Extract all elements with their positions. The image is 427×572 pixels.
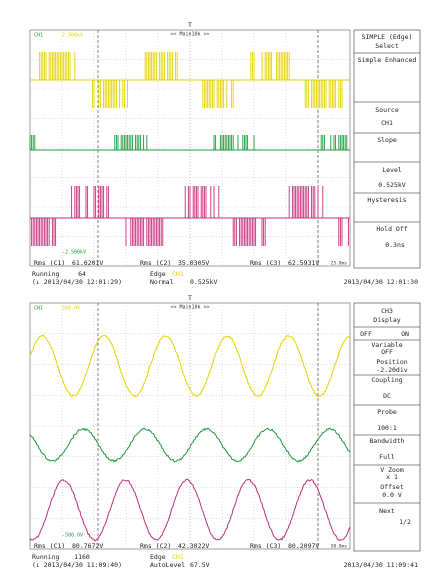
menu-item: Coupling [371,376,402,384]
menu-item: CH1 [381,119,393,127]
trigger-time: (↓ 2013/04/30 12:01:29) [32,278,122,286]
measurement-label: Rms (C1) [34,259,65,267]
channel-label: CH1 [34,33,43,39]
measurement-value: 61.6201V [72,259,103,267]
menu-item: Display [373,316,400,324]
menu-item: Slope [377,136,397,144]
trigger-marker: T [188,21,192,29]
measurement-label: Rms (C1) [34,542,65,550]
trigger-time: (↓ 2013/04/30 11:09:40) [32,561,122,569]
menu-item: Select [375,42,399,50]
run-state: Running [32,553,59,561]
menu-item: Offset [380,483,404,491]
menu-item: Level [382,166,402,174]
menu-item: 0.0 V [382,491,402,499]
menu-item: CH3 [381,307,393,315]
menu-item: SIMPLE (Edge) [362,33,413,41]
scale-bottom: -500.0V [62,533,83,539]
measurement-value: 42.3022V [178,542,209,550]
menu-item: Bandwidth [369,437,404,445]
measurement-label: Rms (C3) [250,259,281,267]
trigger-mode: Normal [150,278,174,286]
menu-item: 0.3ns [385,241,405,249]
measurement-label: Rms (C2) [140,259,171,267]
measurement-value: 62.5931V [288,259,319,267]
timebase: 25.0ms [331,261,348,267]
menu-item: Hold Off [376,225,407,233]
menu-item: Hysteresis [367,196,406,204]
scale-top: 2.500kV [62,33,83,39]
trigger-mode: AutoLevel [150,561,185,569]
count: 1160 [74,553,90,561]
measurement-value: 80.7672V [72,542,103,550]
menu-item: Next [379,507,395,515]
channel-label: CH1 [34,306,43,312]
run-state: Running [32,270,59,278]
timestamp: 2013/04/30 12:01:30 [344,278,418,286]
trigger-source: CH1 [172,270,184,278]
trigger-marker: T [188,294,192,302]
measurement-value: 80.2097V [288,542,319,550]
menu-item: ON [401,330,409,338]
menu-item: -2.20div [376,366,407,374]
menu-item: DC [383,392,391,400]
count: 64 [78,270,86,278]
menu-item: Simple Enhanced [358,56,417,64]
menu-item: OFF [360,330,372,338]
measurement-label: Rms (C2) [140,542,171,550]
menu-item: 100:1 [377,424,397,432]
scale-top: 500.0V [62,306,80,312]
scale-bottom: -2.500kV [62,250,86,256]
menu-item: Source [375,106,399,114]
trigger-type: Edge [150,553,166,561]
header: << Main10k >> [170,305,209,311]
measurement-label: Rms (C3) [250,542,281,550]
trigger-type: Edge [150,270,166,278]
timestamp: 2013/04/30 11:09:41 [344,561,418,569]
scope-screenshot: T << Main10k >> CH1 2.500kV -2.500kV 25.0ms Rm… [0,0,427,572]
trigger-source: CH1 [172,553,184,561]
measurement-value: 35.0305V [178,259,209,267]
menu-item: x 1 [386,473,398,481]
header: << Main10k >> [170,32,209,38]
menu-item: Position [376,358,407,366]
menu-item: Full [379,453,395,461]
trigger-level: 0.525kV [190,278,217,286]
menu-item: OFF [381,348,393,356]
menu-item: 1/2 [399,518,411,526]
timebase: 50.0ms [331,544,348,550]
menu-item: Probe [377,408,397,416]
menu-item: 0.525kV [378,181,405,189]
trigger-level: 67.5V [190,561,210,569]
